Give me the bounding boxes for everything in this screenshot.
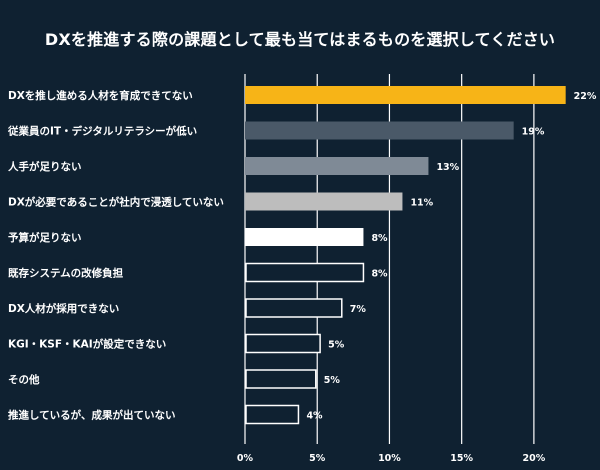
bar <box>245 192 403 211</box>
x-tick-label: 10% <box>378 453 401 464</box>
category-label: 予算が足りない <box>8 231 82 244</box>
x-tick-label: 15% <box>450 453 473 464</box>
value-label: 22% <box>574 91 597 102</box>
bar <box>245 262 365 283</box>
bar <box>245 157 429 175</box>
value-label: 5% <box>328 340 345 351</box>
value-label: 8% <box>371 269 388 280</box>
category-label: 推進しているが、成果が出ていない <box>8 409 175 422</box>
bar <box>245 404 300 425</box>
category-label: KGI・KSF・KAIが設定できない <box>8 338 166 351</box>
value-label: 8% <box>371 233 388 244</box>
value-label: 7% <box>350 304 367 315</box>
x-tick-label: 5% <box>309 453 326 464</box>
bar <box>245 86 566 104</box>
category-label: 人手が足りない <box>8 160 82 173</box>
bar <box>245 298 343 318</box>
category-label: DXを推し進める人材を育成できてない <box>8 89 193 102</box>
value-label: 13% <box>436 162 459 173</box>
category-label: 既存システムの改修負担 <box>8 267 124 280</box>
value-label: 11% <box>410 198 433 209</box>
x-tick-label: 0% <box>237 453 254 464</box>
value-label: 4% <box>306 411 323 422</box>
bar <box>245 121 514 140</box>
value-label: 19% <box>522 127 545 138</box>
x-tick-label: 20% <box>523 453 546 464</box>
bar <box>245 333 321 354</box>
bar <box>245 369 317 389</box>
category-label: DX人材が採用できない <box>8 302 119 315</box>
category-label: 従業員のIT・デジタルリテラシーが低い <box>7 125 197 138</box>
value-label: 5% <box>324 375 341 386</box>
category-label: その他 <box>8 373 40 386</box>
bar <box>245 228 364 246</box>
chart-title: DXを推進する際の課題として最も当てはまるものを選択してください <box>44 30 556 49</box>
category-label: DXが必要であることが社内で浸透していない <box>8 196 224 209</box>
